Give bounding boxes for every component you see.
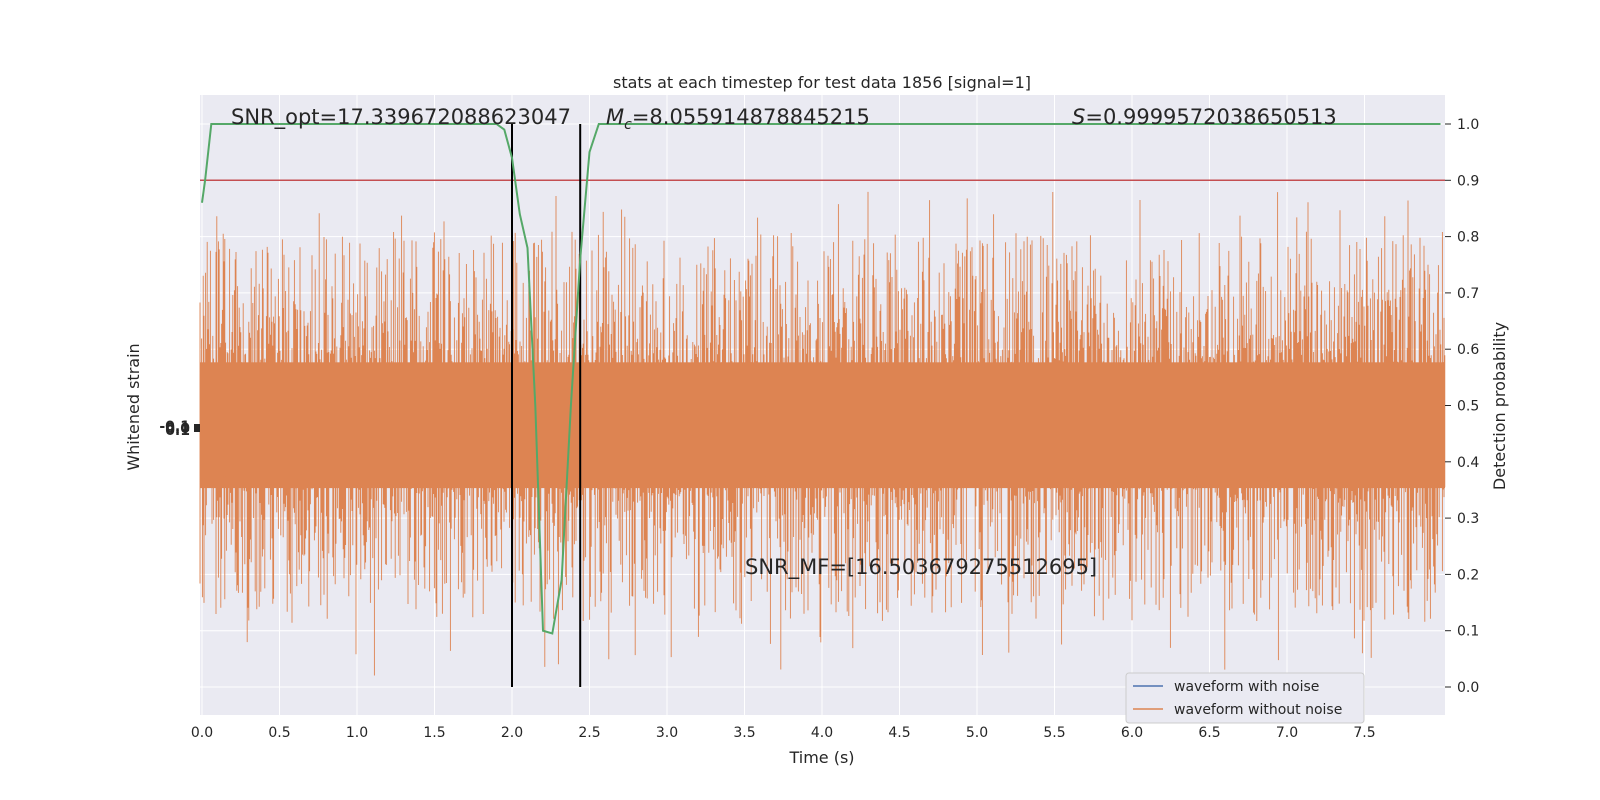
y-tick-label: 0.7 [1457,286,1479,302]
x-tick-label: 7.5 [1353,725,1375,741]
left-tick-label: 0.1 [165,423,190,439]
y-tick-label: 0.0 [1457,680,1479,696]
y-tick-label: 0.9 [1457,173,1479,189]
left-axis-ticks: -0.10.00.1 [159,419,200,439]
probability-line [201,123,1441,635]
x-axis-ticks: 0.0 0.5 1.0 1.5 2.0 2.5 3.0 3.5 4.0 4.5 5.0 5.5 6.0 6… [191,725,1376,741]
snr-mf-annotation: SNR_MF=[16.503679275512695] [745,555,1097,580]
x-tick-label: 0.5 [268,725,290,741]
s-value: =0.9999572038650513 [1085,105,1336,129]
y-tick-label: 0.5 [1457,399,1479,415]
mc-annotation: Mc=8.055914878845215 [606,105,870,133]
probability-curve [201,123,1441,635]
y-tick-label: 0.3 [1457,511,1479,527]
x-axis-label: Time (s) [788,748,854,767]
x-tick-label: 6.5 [1198,725,1220,741]
x-tick-label: 5.5 [1043,725,1065,741]
x-tick-label: 5.0 [966,725,988,741]
x-tick-label: 4.5 [888,725,910,741]
x-tick-label: 6.0 [1121,725,1143,741]
y-tick-label: 1.0 [1457,117,1479,133]
x-tick-label: 0.0 [191,725,213,741]
x-tick-label: 4.0 [811,725,833,741]
y-tick-label: 0.1 [1457,624,1479,640]
y-tick-label: 0.8 [1457,230,1479,246]
overlay-lines [200,124,1445,687]
snr-opt-annotation: SNR_opt=17.339672088623047 [231,105,571,130]
left-tick-label: 0.0 [165,421,190,437]
x-tick-label: 3.5 [733,725,755,741]
x-tick-label: 3.0 [656,725,678,741]
y-tick-label: 0.2 [1457,567,1479,583]
x-tick-label: 1.0 [346,725,368,741]
x-tick-label: 1.5 [423,725,445,741]
mc-subscript: c [624,117,632,133]
mc-value: =8.055914878845215 [632,105,870,129]
noise-waveform [199,191,1446,676]
x-tick-label: 2.0 [501,725,523,741]
legend-label-clean: waveform without noise [1174,702,1342,718]
legend: waveform with noise waveform without noi… [1125,672,1365,724]
left-tick-label: -0.1 [159,419,190,435]
x-tick-label: 2.5 [578,725,600,741]
noise-waveform-trace [199,191,1446,676]
left-axis-label: Whitened strain [124,343,143,470]
chart-title: stats at each timestep for test data 185… [613,73,1031,92]
legend-box [1125,672,1365,724]
x-tick-label: 7.0 [1276,725,1298,741]
y-axis-ticks-right: 0.0 0.1 0.2 0.3 0.4 0.5 0.6 0.7 0.8 0.9 1.0 [1445,117,1479,696]
y-tick-label: 0.4 [1457,455,1479,471]
y-tick-label: 0.6 [1457,342,1479,358]
s-symbol: S [1072,105,1085,129]
right-axis-label: Detection probability [1490,322,1509,490]
legend-label-noisy: waveform with noise [1174,679,1319,695]
s-annotation: S=0.9999572038650513 [1072,105,1337,129]
mc-symbol: M [606,105,624,129]
